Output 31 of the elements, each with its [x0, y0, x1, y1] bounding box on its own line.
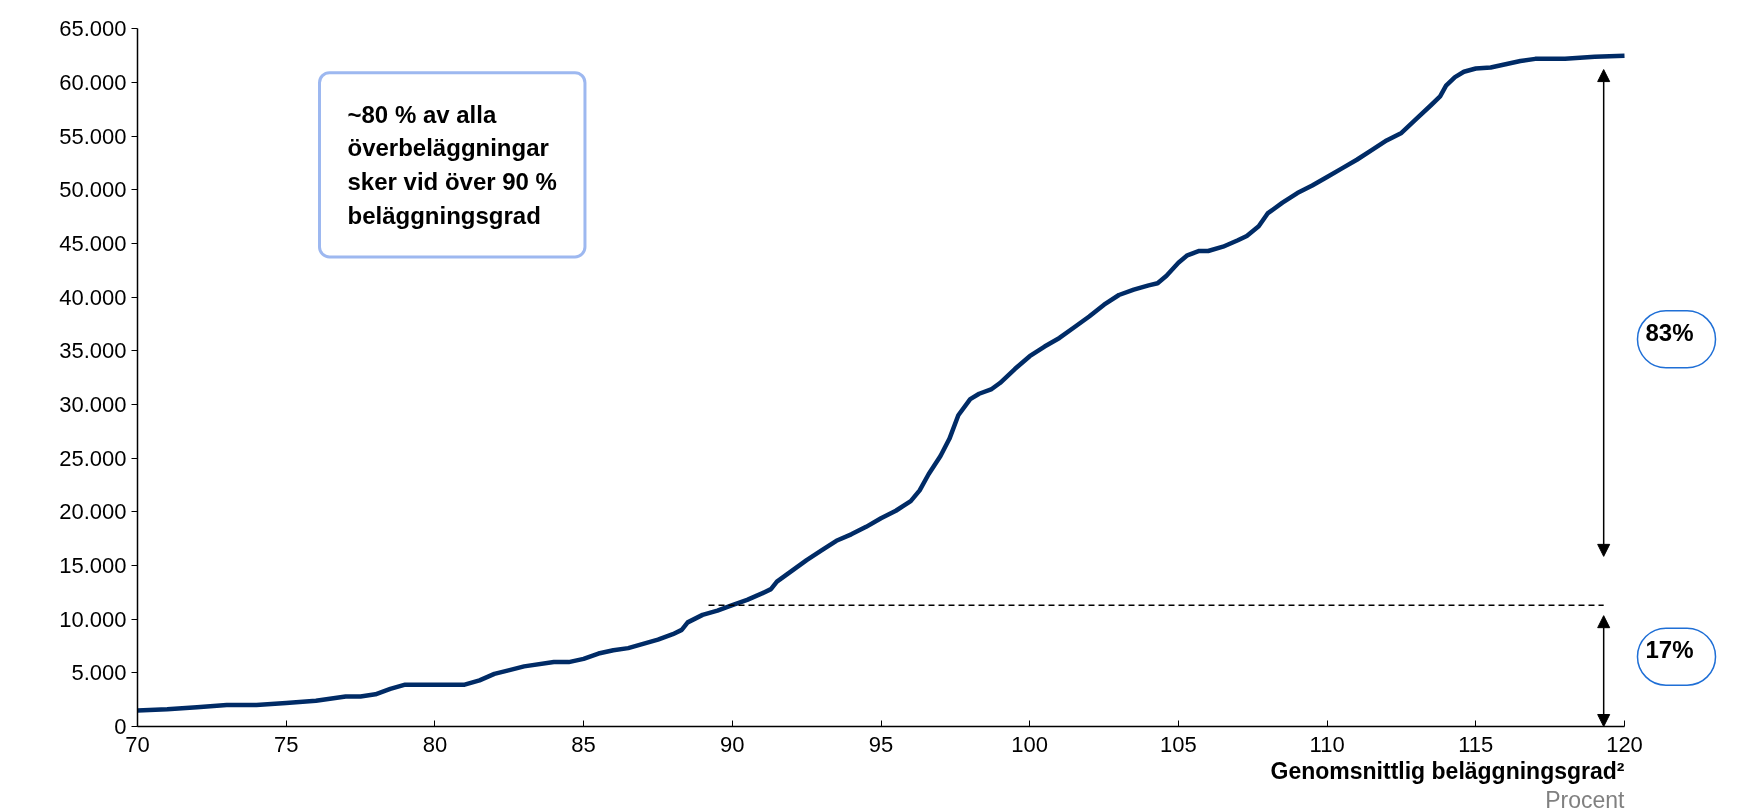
y-tick-label: 65.000	[59, 16, 127, 42]
x-tick-label: 70	[125, 731, 150, 757]
x-tick-label: 95	[868, 731, 894, 757]
y-tick-label: 5.000	[71, 660, 127, 686]
x-tick-label: 110	[1309, 731, 1345, 757]
text: 83%	[1645, 318, 1694, 346]
y-tick-label: 20.000	[59, 499, 127, 525]
y-tick-label: 0	[114, 714, 127, 739]
line-series	[137, 53, 1627, 713]
y-tick-label: 25.000	[59, 445, 127, 471]
x-tick-label: 90	[720, 731, 745, 757]
annotation: ~80 % av alla överbeläggningar sker vid över 90 % beläggningsgrad	[347, 100, 557, 229]
x-tick-label: 120	[1606, 731, 1643, 757]
x-tick-label: 105	[1160, 731, 1197, 757]
y-tick-label: 55.000	[59, 123, 127, 149]
y-tick-label: 10.000	[59, 606, 127, 632]
y-tick-label: 60.000	[59, 69, 127, 95]
x-tick-label: 100	[1011, 731, 1049, 757]
text: Procent	[1545, 786, 1626, 812]
y-tick-label: 50.000	[59, 177, 127, 203]
x-tick-label: 85	[571, 731, 596, 757]
x-tick-label: 75	[273, 731, 299, 757]
y-tick-label: 30.000	[59, 391, 127, 417]
y-tick-label: 35.000	[59, 338, 127, 364]
text: 17%	[1645, 636, 1694, 664]
y-tick-label: 45.000	[59, 230, 127, 256]
x-tick-label: 80	[422, 731, 448, 757]
x-axis-title: Genomsnittlig beläggningsgrad²	[1270, 757, 1625, 784]
y-tick-label: 40.000	[59, 284, 127, 310]
x-tick-label: 115	[1458, 731, 1494, 757]
y-tick-label: 15.000	[59, 552, 127, 578]
